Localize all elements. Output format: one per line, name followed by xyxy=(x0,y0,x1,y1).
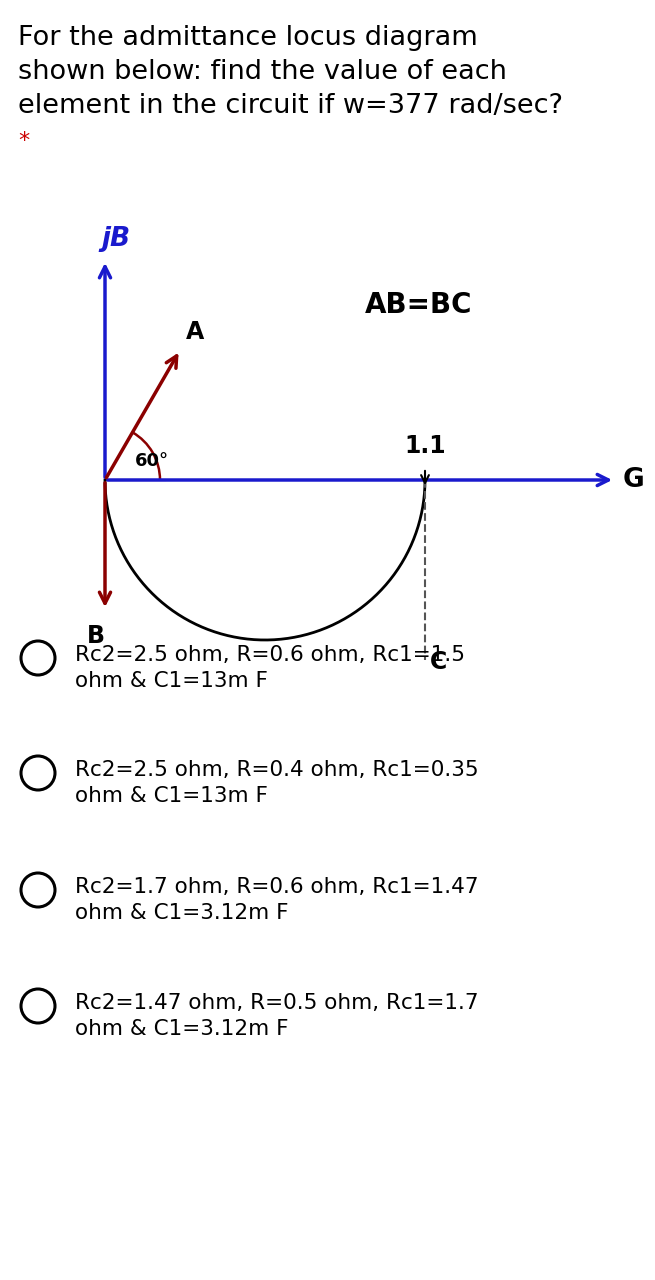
Text: C: C xyxy=(430,650,447,675)
Text: B: B xyxy=(87,623,105,648)
Text: jB: jB xyxy=(101,227,130,252)
Text: Rc2=1.47 ohm, R=0.5 ohm, Rc1=1.7: Rc2=1.47 ohm, R=0.5 ohm, Rc1=1.7 xyxy=(75,993,479,1012)
Text: ohm & C1=3.12m F: ohm & C1=3.12m F xyxy=(75,902,288,923)
Text: *: * xyxy=(18,131,29,151)
Text: 60°: 60° xyxy=(135,452,170,470)
Text: element in the circuit if w=377 rad/sec?: element in the circuit if w=377 rad/sec? xyxy=(18,93,563,119)
Text: Rc2=2.5 ohm, R=0.4 ohm, Rc1=0.35: Rc2=2.5 ohm, R=0.4 ohm, Rc1=0.35 xyxy=(75,760,479,780)
Text: shown below: find the value of each: shown below: find the value of each xyxy=(18,59,507,84)
Text: G: G xyxy=(623,467,645,493)
Text: Rc2=1.7 ohm, R=0.6 ohm, Rc1=1.47: Rc2=1.7 ohm, R=0.6 ohm, Rc1=1.47 xyxy=(75,877,479,897)
Text: AB=BC: AB=BC xyxy=(365,291,472,319)
Text: For the admittance locus diagram: For the admittance locus diagram xyxy=(18,26,477,51)
Text: Rc2=2.5 ohm, R=0.6 ohm, Rc1=1.5: Rc2=2.5 ohm, R=0.6 ohm, Rc1=1.5 xyxy=(75,645,465,666)
Text: A: A xyxy=(186,320,204,344)
Text: 1.1: 1.1 xyxy=(404,434,446,458)
Text: ohm & C1=13m F: ohm & C1=13m F xyxy=(75,671,268,691)
Text: ohm & C1=13m F: ohm & C1=13m F xyxy=(75,786,268,806)
Text: ohm & C1=3.12m F: ohm & C1=3.12m F xyxy=(75,1019,288,1039)
